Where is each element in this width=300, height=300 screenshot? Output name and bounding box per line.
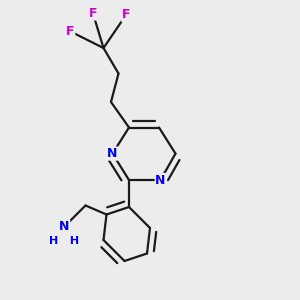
Text: F: F	[122, 8, 130, 22]
Text: F: F	[89, 7, 97, 20]
Text: H   H: H H	[50, 236, 80, 246]
Text: F: F	[66, 25, 75, 38]
Text: N: N	[107, 147, 118, 160]
Text: N: N	[59, 220, 70, 233]
Text: N: N	[155, 173, 166, 187]
